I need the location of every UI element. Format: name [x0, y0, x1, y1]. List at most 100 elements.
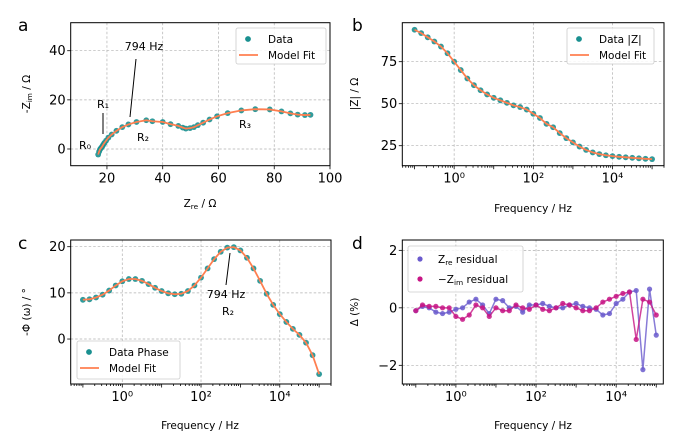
- legend-entry: Model Fit: [109, 363, 156, 375]
- zim-residual-point: [520, 305, 526, 311]
- legend-box: [235, 27, 327, 65]
- zim-residual-point: [613, 293, 619, 299]
- y-axis-label: -Zim / Ω: [21, 75, 34, 113]
- legend-box: [76, 340, 181, 380]
- model-fit-line: [97, 108, 311, 155]
- zim-residual-point: [633, 336, 639, 343]
- label-subscript: re: [191, 202, 199, 211]
- y-tick-label: 50: [381, 97, 398, 112]
- annotation-pointer: [129, 58, 137, 118]
- zre-residual-point: [446, 309, 452, 315]
- label-part: residual: [463, 274, 508, 286]
- model-fit-line: [82, 246, 320, 375]
- y-axis-label: Δ (%): [349, 298, 361, 327]
- data-point: [649, 156, 655, 163]
- zim-residual-point: [573, 305, 579, 311]
- plot-area: [411, 26, 655, 163]
- zre-residual-point: [439, 310, 446, 317]
- panel-label: b: [352, 16, 363, 36]
- label-subscript: im: [25, 93, 34, 102]
- zim-residual-point: [419, 302, 426, 308]
- zre-residual-point: [620, 296, 626, 302]
- panel-label: d: [352, 234, 363, 254]
- zre-residual-point: [520, 309, 526, 315]
- zre-residual-point: [493, 296, 499, 302]
- label-part: −Z: [438, 274, 454, 286]
- y-tick-label: 75: [381, 55, 398, 70]
- zre-residual-point: [466, 299, 472, 305]
- zim-residual-point: [546, 308, 552, 314]
- axes-frame: [70, 239, 332, 385]
- zim-residual-point: [459, 316, 466, 322]
- zim-residual-point: [646, 299, 653, 305]
- annotation-r3: R₃: [239, 118, 251, 131]
- zim-residual-point: [653, 312, 659, 318]
- axes-frame: [401, 239, 664, 385]
- zre-residual-point: [546, 303, 552, 309]
- panel-b: 10⁰ 10² 10⁴ 25 50 75 Frequency / Hz |Z| / Ω b Dat…: [349, 16, 665, 215]
- zim-residual-point: [500, 308, 506, 314]
- zre-residual-point: [560, 305, 566, 311]
- zre-residual-point: [606, 310, 613, 317]
- zim-residual-point: [566, 302, 573, 308]
- x-axis-label: Frequency / Hz: [161, 420, 239, 432]
- y-tick-label: 0: [389, 301, 397, 316]
- legend-marker-dot: [86, 349, 92, 355]
- zim-residual-point: [439, 305, 446, 311]
- zre-residual-point: [580, 303, 586, 309]
- annotation-pointer: [225, 252, 231, 286]
- label-part: residual: [453, 254, 498, 266]
- legend: Data Model Fit: [235, 27, 327, 65]
- plot-area: [79, 244, 323, 378]
- annotation-r2: R₂: [222, 305, 234, 318]
- x-tick-label: 10²: [190, 390, 212, 405]
- annotation-794hz: 794 Hz: [207, 288, 246, 301]
- zim-residual-point: [473, 302, 479, 308]
- annotations: 794 Hz R₀ R₁ R₂ R₃ 794 Hz R₂: [79, 40, 251, 318]
- legend-marker-dot: [245, 36, 251, 42]
- legend-marker-dot: [417, 276, 423, 282]
- x-axis-label: Frequency / Hz: [494, 203, 572, 215]
- zim-residual-point: [606, 296, 613, 302]
- y-tick-label: 0: [57, 142, 65, 157]
- zre-residual-point: [640, 367, 646, 373]
- x-tick-label: 10⁰: [445, 390, 467, 405]
- y-tick-label: 20: [49, 93, 66, 108]
- zre-residual-point: [473, 296, 479, 302]
- x-tick-label: 10⁴: [269, 390, 291, 405]
- axes-frame: [401, 22, 665, 167]
- x-tick-label: 60: [210, 172, 227, 187]
- zim-residual-point: [620, 290, 626, 297]
- x-tick-label: 100: [318, 172, 343, 187]
- legend-marker-dot: [576, 36, 582, 42]
- zim-residual-point: [466, 312, 472, 318]
- x-tick-label: 10⁰: [111, 390, 133, 405]
- zre-residual-point: [573, 300, 579, 307]
- annotation-r0: R₀: [79, 139, 92, 152]
- legend-entry: −Zim residual: [438, 274, 508, 287]
- x-tick-label: 10²: [525, 390, 547, 405]
- legend-entry: Data |Z|: [599, 34, 642, 46]
- zim-residual-point: [453, 313, 459, 320]
- zim-residual-point: [446, 305, 452, 311]
- x-axis-label: Frequency / Hz: [494, 420, 572, 432]
- y-tick-label: 0: [57, 333, 65, 348]
- x-tick-label: 20: [99, 172, 116, 187]
- plot-area: [95, 106, 314, 158]
- zim-residual-point: [413, 308, 419, 314]
- zim-residual-point: [626, 289, 633, 295]
- label-part: / Ω: [198, 198, 216, 210]
- zim-residual-point: [493, 305, 499, 311]
- zre-residual-point: [526, 302, 532, 308]
- zim-residual-point: [506, 308, 512, 314]
- zre-residual-point: [613, 300, 619, 307]
- annotation-r1: R₁: [97, 98, 109, 111]
- plot-area: [413, 286, 659, 373]
- legend: Data Phase Model Fit: [76, 340, 181, 380]
- zre-residual-point: [433, 309, 439, 315]
- zim-residual-point: [600, 299, 606, 305]
- zre-residual-point: [600, 312, 606, 318]
- zim-residual-point: [560, 300, 566, 307]
